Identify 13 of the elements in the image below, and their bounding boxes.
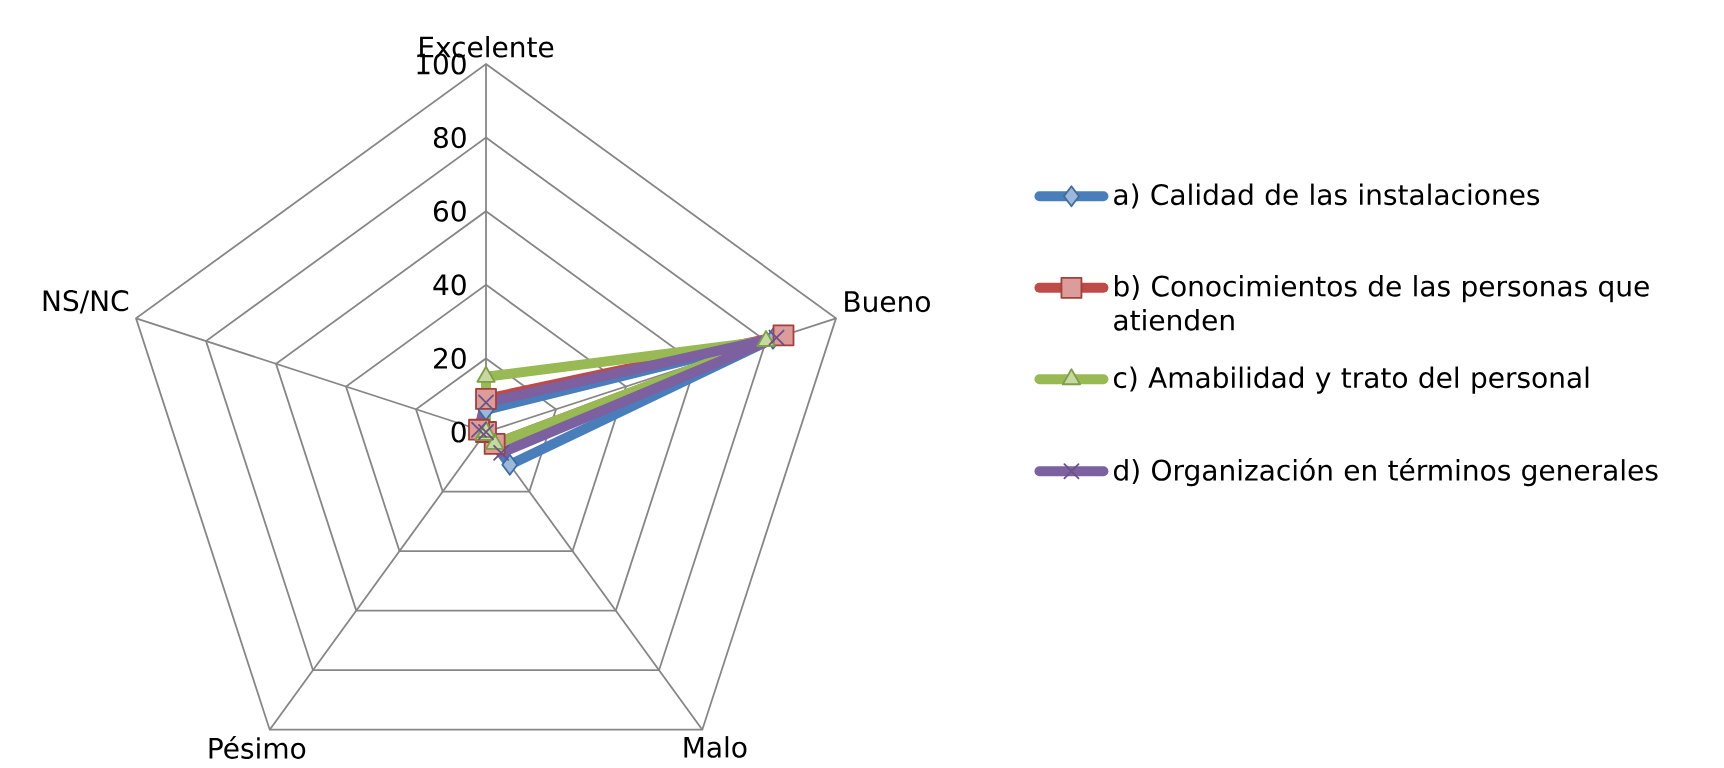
spoke-label: Bueno [845,291,930,313]
legend-label: a) Calidad de las instalaciones [1114,183,1540,209]
legend-label: d) Organización en términos generales [1113,457,1658,487]
spoke-label: Pésimo [209,736,306,759]
spoke-label: NS/NC [43,290,129,314]
spoke-label: Malo [684,736,747,758]
y-tick-label: 40 [433,274,466,296]
y-tick-label: 80 [433,127,466,149]
y-tick-label: 20 [434,347,466,369]
y-tick-label: 0 [451,421,466,443]
legend-label: b) Conocimientos de las personas que atienden [1114,275,1649,331]
legend-label: c) Amabilidad y trato del personal [1113,366,1589,394]
y-tick-label: 60 [433,200,466,222]
